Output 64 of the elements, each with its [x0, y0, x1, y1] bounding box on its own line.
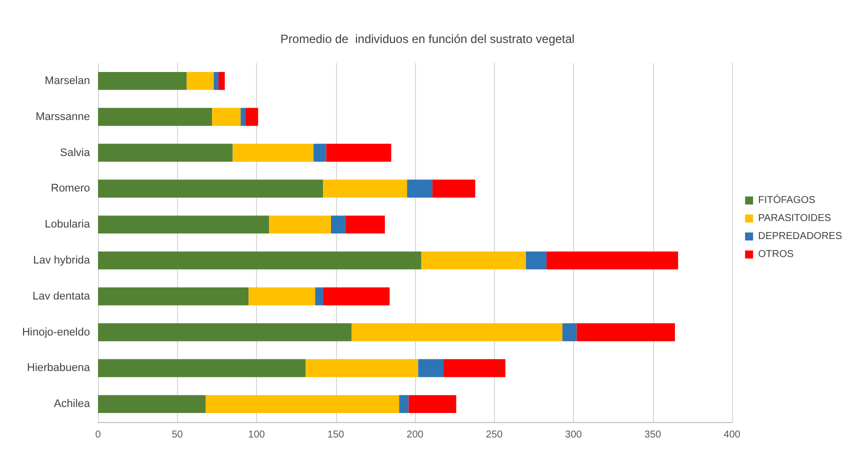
- bar: [576, 323, 675, 342]
- bar: [186, 72, 214, 90]
- bar: [206, 395, 400, 414]
- bar: [408, 395, 456, 414]
- y-tick-label: Salvia: [60, 146, 91, 159]
- bar: [212, 108, 241, 126]
- bar: [98, 251, 422, 270]
- bar: [399, 395, 409, 414]
- bar: [248, 287, 316, 306]
- bar: [562, 323, 577, 342]
- bar: [421, 251, 526, 270]
- bar: [444, 359, 506, 378]
- legend-label: DEPREDADORES: [758, 231, 842, 242]
- bar: [323, 180, 408, 198]
- y-tick-label: Hinojo-eneldo: [22, 326, 90, 338]
- x-tick-label: 200: [406, 430, 424, 440]
- bar: [232, 144, 314, 162]
- bar: [345, 216, 385, 234]
- bar: [418, 359, 444, 378]
- bar: [98, 72, 187, 90]
- bar: [214, 72, 218, 90]
- x-tick-label: 300: [565, 430, 582, 440]
- bar: [314, 144, 326, 162]
- bar: [315, 287, 324, 306]
- bar: [245, 108, 258, 126]
- bar: [218, 72, 225, 90]
- y-tick-label: Marssanne: [36, 110, 90, 123]
- y-tick-label: Lav hybrida: [33, 254, 91, 266]
- y-tick-label: Achilea: [54, 398, 91, 410]
- bar: [98, 180, 324, 198]
- bar: [269, 216, 331, 234]
- x-tick-label: 350: [644, 430, 662, 440]
- y-tick-label: Marselan: [44, 74, 90, 87]
- x-tick-label: 0: [95, 430, 102, 440]
- x-tick-label: 250: [486, 430, 504, 440]
- bar: [98, 144, 233, 162]
- bar: [326, 144, 392, 162]
- legend-label: OTROS: [758, 249, 794, 260]
- bar: [98, 395, 206, 414]
- x-tick-label: 100: [248, 430, 266, 440]
- bar: [407, 180, 432, 198]
- y-tick-label: Lav dentata: [32, 290, 91, 302]
- x-tick-label: 400: [724, 430, 741, 440]
- legend-label: PARASITOIDES: [758, 213, 832, 224]
- bar: [330, 216, 346, 234]
- bar: [98, 359, 306, 378]
- x-tick-label: 150: [327, 430, 345, 440]
- chart-title: Promedio de individuos en función del sustrato vegetal: [280, 32, 575, 46]
- bar: [98, 216, 270, 234]
- y-tick-label: Lobularia: [44, 218, 91, 231]
- bar: [98, 108, 212, 126]
- bar: [323, 287, 390, 306]
- bar: [98, 323, 352, 342]
- y-tick-label: Hierbabuena: [27, 362, 91, 374]
- bar: [352, 323, 562, 342]
- bar: [432, 180, 476, 198]
- legend-label: FITÓFAGOS: [758, 194, 816, 206]
- bar: [306, 359, 418, 378]
- bar: [240, 108, 246, 126]
- bar: [526, 251, 547, 270]
- bar: [98, 287, 249, 306]
- x-tick-label: 50: [172, 430, 184, 440]
- bar: [546, 251, 678, 270]
- y-tick-label: Romero: [50, 182, 90, 195]
